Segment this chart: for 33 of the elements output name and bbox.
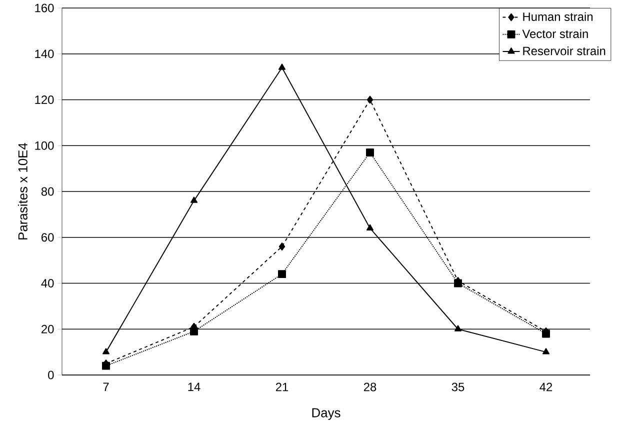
y-axis-title: Parasites x 10E4: [18, 142, 28, 240]
x-tick-label: 7: [103, 382, 109, 391]
point: [454, 279, 462, 288]
x-axis-title: Days: [312, 408, 340, 420]
y-tick-label: 0: [48, 370, 54, 380]
point: [278, 64, 286, 70]
y-tick-label: 20: [42, 324, 54, 334]
x-tick-label: 35: [452, 382, 464, 392]
x-tick-label: 28: [364, 382, 376, 392]
y-tick-label: 120: [35, 96, 54, 104]
legend-label: Reservoir strain: [523, 46, 606, 56]
x-tick-label: 21: [276, 382, 288, 392]
point: [366, 148, 374, 156]
point: [190, 196, 198, 203]
y-tick-label: 140: [35, 50, 54, 58]
point: [278, 242, 286, 251]
point: [454, 325, 462, 332]
point: [278, 270, 286, 278]
x-tick-label: 42: [540, 382, 552, 392]
point: [190, 327, 198, 336]
x-tick-label: 14: [188, 382, 200, 391]
legend-label: Human strain: [523, 12, 593, 21]
point: [542, 348, 550, 354]
y-tick-label: 40: [41, 279, 54, 288]
y-tick-label: 80: [41, 187, 54, 196]
legend-label: Vector strain: [522, 29, 588, 38]
point: [102, 348, 110, 354]
y-tick-label: 100: [35, 141, 54, 150]
y-tick-label: 60: [42, 233, 54, 242]
point: [542, 330, 550, 338]
point: [366, 224, 374, 230]
y-tick-label: 160: [35, 4, 54, 12]
point: [366, 96, 374, 104]
